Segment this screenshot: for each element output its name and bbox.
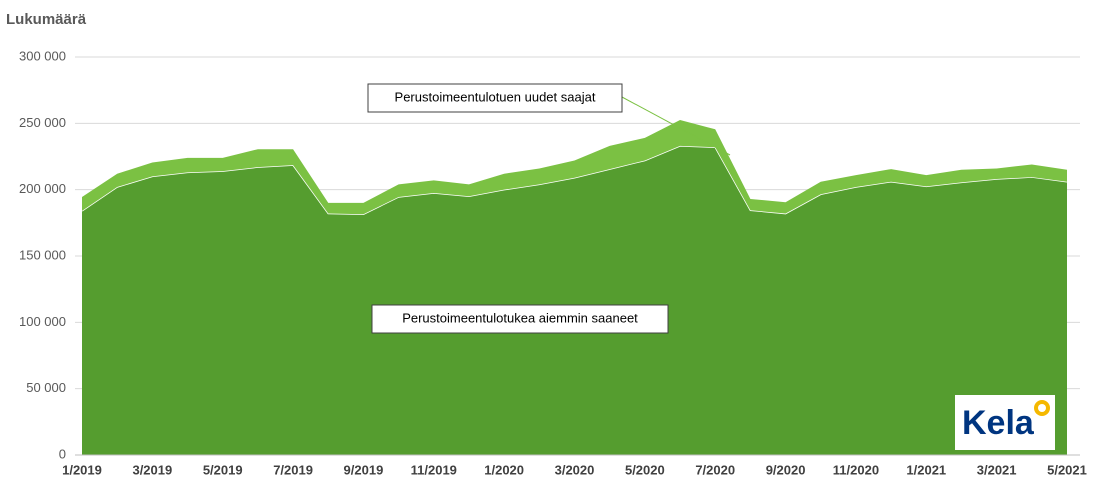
x-tick-label: 7/2019 (273, 462, 313, 477)
annotation-box (367, 83, 623, 113)
y-axis-label: Lukumäärä (6, 11, 87, 28)
x-tick-label: 5/2019 (203, 462, 243, 477)
y-tick-label: 0 (59, 446, 66, 461)
x-tick-label: 3/2021 (977, 462, 1017, 477)
annotation: Perustoimeentulotukea aiemmin saaneet (402, 310, 638, 325)
area (82, 145, 1067, 456)
area (82, 120, 1067, 215)
x-tick-label: 11/2020 (833, 462, 879, 477)
y-tick-label: 200 000 (19, 181, 66, 196)
x-tick-label: 5/2021 (1047, 462, 1087, 477)
x-tick-label: 5/2020 (625, 462, 665, 477)
x-tick-label: 1/2019 (62, 462, 102, 477)
y-tick-label: 150 000 (19, 247, 66, 262)
x-tick-label: 3/2019 (132, 462, 172, 477)
x-tick-label: 7/2020 (695, 462, 735, 477)
logo-icon-inner (1038, 404, 1046, 412)
annotation: Perustoimeentulotuen uudet saajat (395, 89, 596, 104)
x-tick-label: 1/2020 (484, 462, 524, 477)
x-tick-label: 1/2021 (906, 462, 946, 477)
x-tick-label: 9/2019 (344, 462, 384, 477)
logo: Kela (962, 404, 1035, 442)
x-tick-label: 3/2020 (555, 462, 595, 477)
y-tick-label: 100 000 (19, 314, 66, 329)
y-tick-label: 250 000 (19, 115, 66, 130)
y-tick-label: 300 000 (19, 48, 66, 63)
x-tick-label: 11/2019 (411, 462, 457, 477)
y-tick-label: 50 000 (26, 380, 66, 395)
x-tick-label: 9/2020 (766, 462, 806, 477)
annotation-box (371, 304, 669, 334)
leader-line (621, 96, 731, 156)
